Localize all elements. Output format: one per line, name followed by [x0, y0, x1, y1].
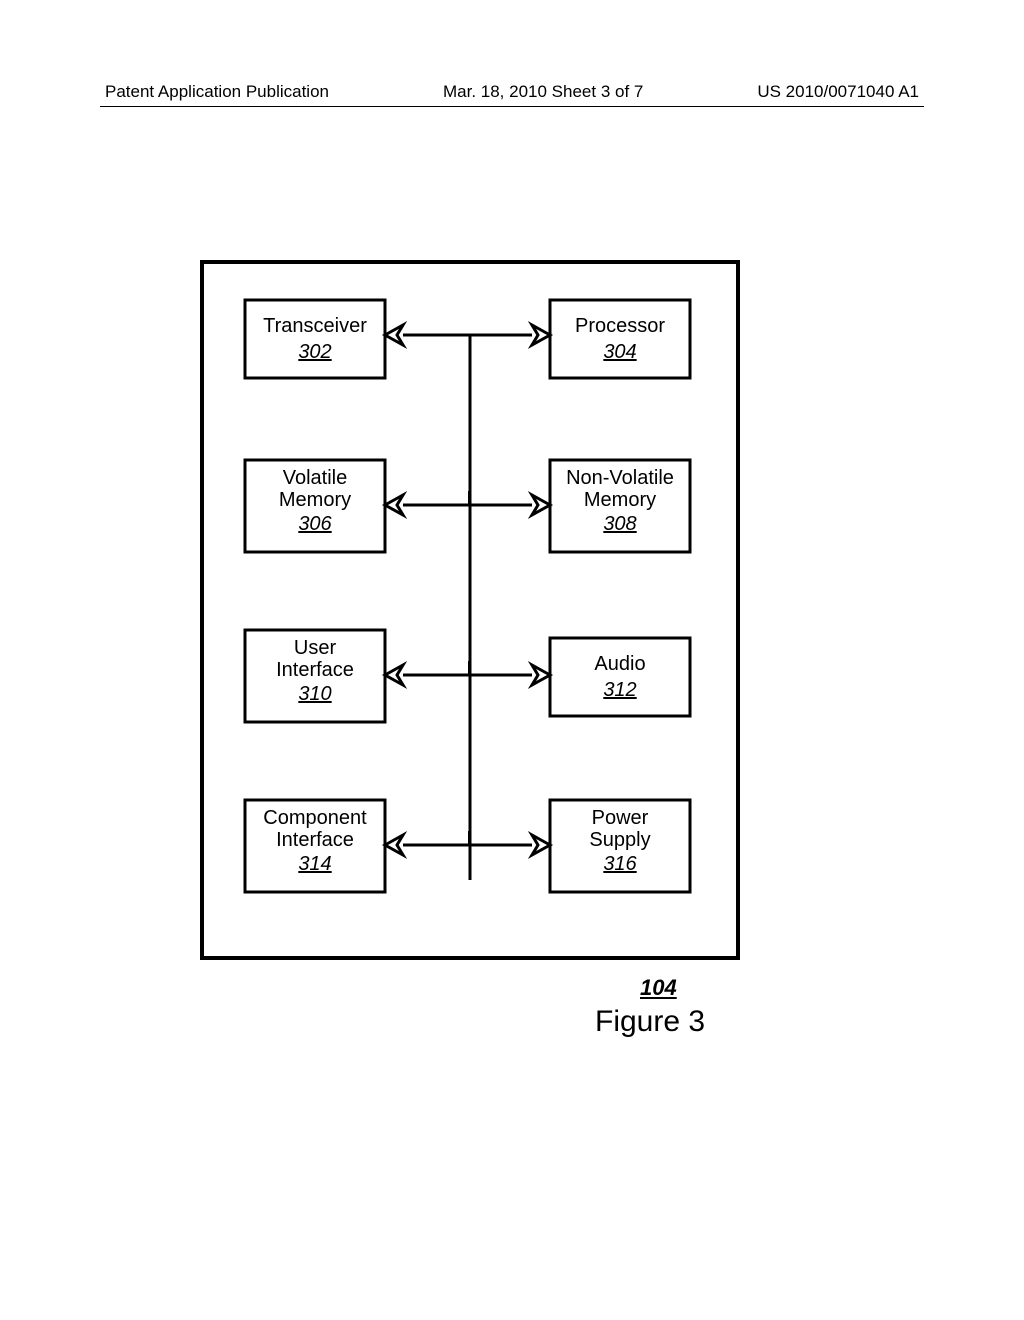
svg-text:Audio: Audio	[594, 653, 645, 675]
svg-text:310: 310	[298, 683, 331, 705]
svg-text:Power: Power	[592, 807, 649, 829]
svg-text:Volatile: Volatile	[283, 467, 348, 489]
header-left: Patent Application Publication	[105, 82, 329, 102]
svg-text:Non-Volatile: Non-Volatile	[566, 467, 674, 489]
svg-text:Interface: Interface	[276, 829, 354, 851]
svg-text:Component: Component	[263, 807, 367, 829]
svg-text:316: 316	[603, 853, 637, 875]
svg-text:Memory: Memory	[279, 489, 351, 511]
svg-text:302: 302	[298, 341, 331, 363]
svg-text:308: 308	[603, 513, 636, 535]
svg-text:Supply: Supply	[589, 829, 650, 851]
svg-text:314: 314	[298, 853, 331, 875]
figure-label: Figure 3	[595, 1005, 705, 1039]
diagram-svg: Transceiver302Processor304VolatileMemory…	[200, 260, 740, 965]
header-rule	[100, 106, 924, 107]
svg-text:Processor: Processor	[575, 315, 665, 337]
svg-text:306: 306	[298, 513, 332, 535]
header-right: US 2010/0071040 A1	[757, 82, 919, 102]
svg-text:User: User	[294, 637, 337, 659]
block-diagram: Transceiver302Processor304VolatileMemory…	[200, 260, 740, 965]
svg-text:Transceiver: Transceiver	[263, 315, 367, 337]
page-header: Patent Application Publication Mar. 18, …	[105, 82, 919, 102]
outer-reference-number: 104	[640, 975, 677, 1001]
svg-text:Interface: Interface	[276, 659, 354, 681]
svg-text:304: 304	[603, 341, 636, 363]
svg-text:Memory: Memory	[584, 489, 656, 511]
header-mid: Mar. 18, 2010 Sheet 3 of 7	[443, 82, 643, 102]
svg-text:312: 312	[603, 679, 636, 701]
